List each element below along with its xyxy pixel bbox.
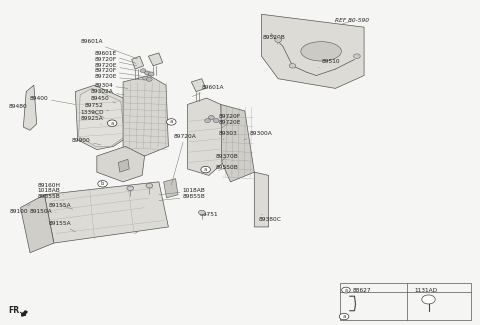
- Text: 1018AB: 1018AB: [159, 188, 205, 195]
- Text: a: a: [204, 167, 207, 172]
- Text: 89720F: 89720F: [218, 114, 240, 121]
- Text: 89720F: 89720F: [95, 57, 137, 66]
- Polygon shape: [97, 146, 144, 182]
- Circle shape: [201, 166, 210, 173]
- Polygon shape: [118, 159, 129, 172]
- Circle shape: [143, 76, 148, 80]
- Text: 89752: 89752: [85, 103, 109, 111]
- Text: 89720E: 89720E: [95, 74, 144, 80]
- Polygon shape: [221, 105, 254, 182]
- Polygon shape: [75, 85, 128, 150]
- Text: 89925A: 89925A: [80, 116, 103, 124]
- Circle shape: [148, 72, 154, 76]
- Text: 89520B: 89520B: [263, 35, 286, 45]
- Text: 89855B: 89855B: [159, 194, 205, 201]
- Text: 89155A: 89155A: [49, 202, 73, 209]
- Circle shape: [140, 69, 146, 72]
- Text: 1018AB: 1018AB: [37, 188, 63, 195]
- Text: 89150A: 89150A: [30, 209, 56, 214]
- Text: 89720E: 89720E: [95, 63, 139, 71]
- Circle shape: [204, 119, 210, 123]
- Text: 89155A: 89155A: [49, 221, 75, 232]
- Text: 89510: 89510: [319, 59, 341, 68]
- Text: 89900: 89900: [72, 138, 101, 145]
- Polygon shape: [79, 88, 124, 146]
- Text: a: a: [169, 119, 173, 124]
- Text: 1339CD: 1339CD: [80, 110, 104, 117]
- Circle shape: [127, 186, 133, 190]
- Circle shape: [199, 210, 205, 215]
- Bar: [340, 283, 471, 320]
- Text: 89601A: 89601A: [192, 85, 224, 97]
- Text: 89300A: 89300A: [244, 131, 272, 140]
- Circle shape: [144, 71, 150, 75]
- Polygon shape: [132, 56, 144, 69]
- Circle shape: [98, 181, 108, 187]
- Text: a: a: [110, 121, 114, 126]
- Text: 89400: 89400: [30, 96, 75, 105]
- Circle shape: [208, 115, 214, 119]
- Text: 89302A: 89302A: [91, 89, 124, 95]
- Text: 89720A: 89720A: [171, 134, 196, 185]
- Circle shape: [339, 313, 349, 320]
- Text: 89751: 89751: [199, 212, 218, 216]
- Polygon shape: [188, 98, 223, 176]
- Circle shape: [354, 54, 360, 58]
- Polygon shape: [44, 182, 168, 243]
- Circle shape: [342, 287, 350, 293]
- Text: 89480: 89480: [9, 104, 28, 109]
- Text: 1131AD: 1131AD: [415, 288, 438, 292]
- Circle shape: [275, 38, 281, 42]
- Circle shape: [289, 64, 296, 68]
- FancyArrow shape: [22, 311, 27, 316]
- Text: a: a: [342, 314, 346, 319]
- Text: 89550B: 89550B: [215, 165, 238, 171]
- Text: 89303: 89303: [218, 131, 237, 140]
- Text: FR.: FR.: [9, 306, 23, 315]
- Polygon shape: [148, 53, 163, 66]
- Text: 89720F: 89720F: [95, 69, 142, 76]
- Circle shape: [167, 119, 176, 125]
- Polygon shape: [21, 195, 54, 253]
- Text: 89160H: 89160H: [37, 183, 63, 188]
- Text: 88627: 88627: [352, 288, 371, 292]
- Text: 89100: 89100: [10, 204, 30, 214]
- Circle shape: [146, 183, 153, 188]
- Circle shape: [422, 295, 435, 304]
- Text: 89380C: 89380C: [258, 214, 281, 222]
- Circle shape: [108, 120, 117, 126]
- Text: 89855B: 89855B: [37, 194, 63, 201]
- Polygon shape: [123, 75, 168, 156]
- Text: 89601E: 89601E: [95, 51, 136, 63]
- Ellipse shape: [301, 42, 341, 61]
- Circle shape: [146, 77, 152, 81]
- Text: 89370B: 89370B: [215, 154, 238, 161]
- Circle shape: [213, 119, 219, 123]
- Text: b: b: [101, 181, 104, 186]
- Polygon shape: [24, 85, 36, 130]
- Text: 89450: 89450: [91, 96, 116, 103]
- Polygon shape: [254, 172, 269, 227]
- Polygon shape: [192, 79, 205, 92]
- Text: 89601A: 89601A: [80, 39, 137, 59]
- Text: 89304: 89304: [95, 83, 128, 88]
- Text: a: a: [345, 288, 348, 292]
- Polygon shape: [262, 14, 364, 88]
- Polygon shape: [164, 179, 178, 198]
- Text: 89720E: 89720E: [218, 120, 241, 128]
- Text: REF 80-590: REF 80-590: [336, 18, 370, 25]
